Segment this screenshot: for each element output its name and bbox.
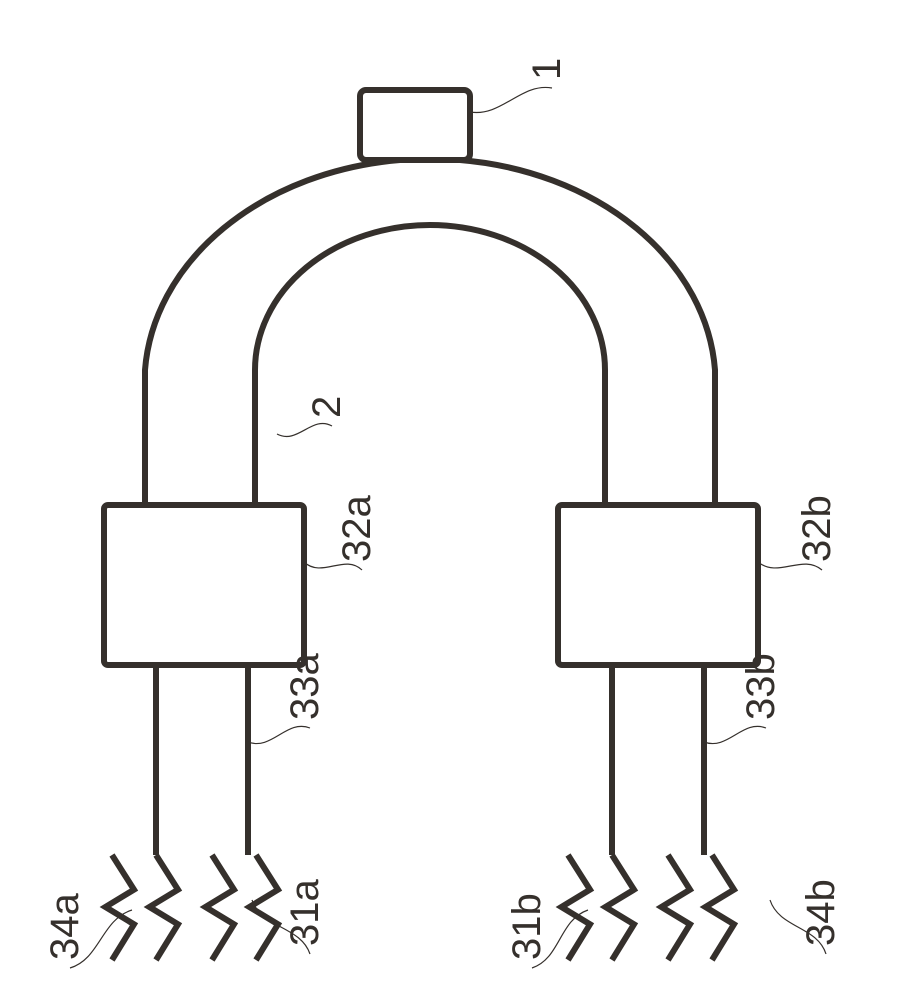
leader-l32a: [304, 562, 362, 570]
label-l32b: 32b: [795, 495, 839, 562]
u-tube-outer-right: [460, 160, 715, 505]
leader-l33b: [704, 726, 766, 743]
label-l2: 2: [305, 396, 349, 418]
label-l33b: 33b: [739, 653, 783, 720]
leader-l33a: [248, 726, 310, 743]
leader-l32b: [758, 562, 822, 570]
zig-34b-1: [705, 855, 734, 960]
label-l34b: 34b: [799, 879, 843, 946]
label-l31b: 31b: [505, 893, 549, 960]
label-l33a: 33a: [283, 653, 327, 720]
leader-l1: [470, 87, 552, 112]
label-l1: 1: [525, 58, 569, 80]
zig-34a-1: [149, 855, 178, 960]
zig-34b-0: [661, 855, 690, 960]
label-l34a: 34a: [43, 893, 87, 960]
right-box: [558, 505, 758, 665]
diagram-svg: 1 2 32a 32b 33a 33b 31a 31b 34a 34b: [0, 0, 898, 1000]
leader-l2: [277, 423, 332, 436]
zig-31b-0: [561, 855, 590, 960]
label-l32a: 32a: [335, 495, 379, 562]
u-tube-outer-left: [145, 160, 400, 505]
zig-34a-0: [105, 855, 134, 960]
left-box: [104, 505, 304, 665]
zig-31b-1: [605, 855, 634, 960]
zig-31a-0: [205, 855, 234, 960]
zig-31a-1: [249, 855, 278, 960]
label-l31a: 31a: [283, 879, 327, 946]
u-tube-inner: [255, 225, 605, 505]
top-box: [360, 90, 470, 160]
